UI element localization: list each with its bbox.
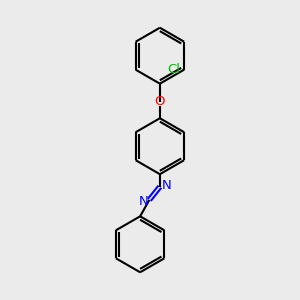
Text: N: N (162, 178, 172, 192)
Text: N: N (139, 195, 149, 208)
Text: O: O (154, 95, 165, 108)
Text: Cl: Cl (167, 63, 180, 76)
